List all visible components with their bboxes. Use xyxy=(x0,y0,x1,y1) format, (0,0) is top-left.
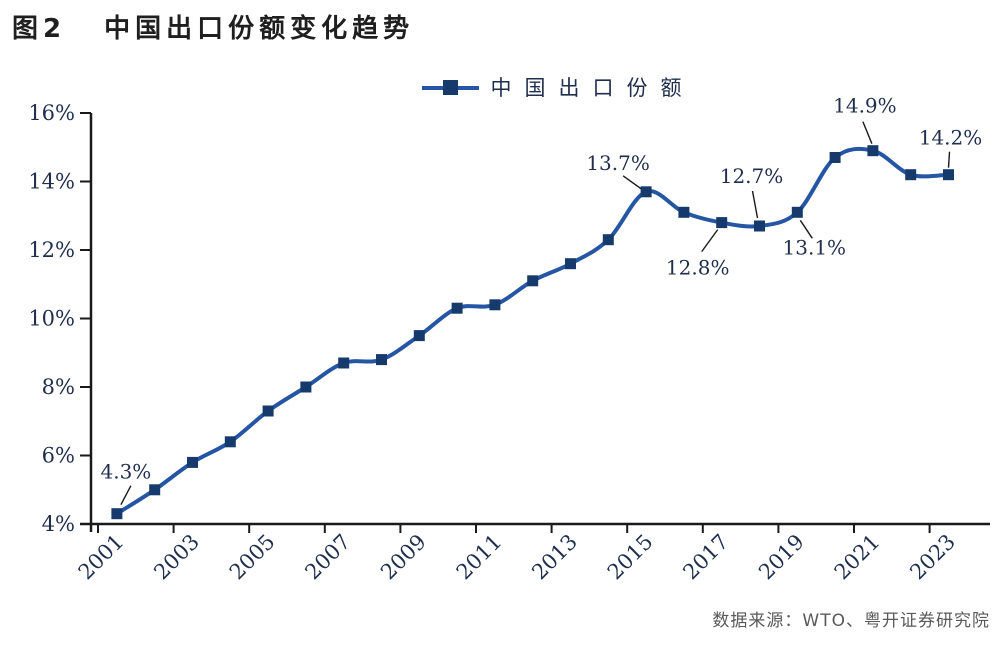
x-tick-label: 2007 xyxy=(300,530,355,585)
figure-name: 中国出口份额变化趋势 xyxy=(104,14,415,44)
x-tick-label: 2017 xyxy=(678,530,733,585)
annotation-label: 12.7% xyxy=(720,164,784,188)
data-point-marker xyxy=(149,484,161,496)
annotation-leader-line xyxy=(120,485,132,506)
data-point-marker xyxy=(111,508,123,520)
annotation-label: 4.3% xyxy=(100,460,151,484)
x-tick-label: 2011 xyxy=(452,530,507,585)
legend-label: 中国出口份额 xyxy=(490,76,695,100)
data-point-marker xyxy=(565,258,576,270)
data-point-marker xyxy=(678,206,690,218)
data-point-marker xyxy=(602,234,614,246)
data-point-marker xyxy=(300,381,312,393)
x-tick-label: 2005 xyxy=(225,530,280,585)
data-point-marker xyxy=(905,169,917,181)
x-tick-label: 2015 xyxy=(603,530,658,585)
data-point-marker xyxy=(262,405,274,417)
y-tick-label: 8% xyxy=(42,375,75,399)
annotation-label: 14.9% xyxy=(833,94,897,118)
annotation-label: 14.2% xyxy=(919,126,983,150)
data-point-marker xyxy=(413,330,425,342)
x-tick-label: 2003 xyxy=(149,530,204,585)
x-tick-label: 2023 xyxy=(905,530,960,585)
data-point-marker xyxy=(943,169,954,181)
data-point-marker xyxy=(716,217,728,229)
y-tick-label: 6% xyxy=(42,444,75,468)
data-point-marker xyxy=(640,186,652,198)
x-tick-label: 2019 xyxy=(754,530,809,585)
x-tick-label: 2009 xyxy=(376,530,431,585)
annotation-label: 13.7% xyxy=(586,151,650,175)
data-point-marker xyxy=(527,275,539,287)
annotation-label: 12.8% xyxy=(666,256,730,280)
data-point-marker xyxy=(224,436,236,448)
annotation-label: 13.1% xyxy=(783,235,847,259)
x-tick-label: 2021 xyxy=(830,530,885,585)
data-source: 数据来源：WTO、粤开证券研究院 xyxy=(712,611,990,631)
data-point-marker xyxy=(338,357,350,369)
figure-title: 图2 中国出口份额变化趋势 xyxy=(12,8,414,45)
data-point-marker xyxy=(489,299,501,311)
legend-line-marker-icon xyxy=(421,79,479,95)
chart-legend: 中国出口份额 xyxy=(58,72,1000,102)
data-point-marker xyxy=(187,456,198,468)
x-tick-label: 2001 xyxy=(74,530,129,585)
x-tick-label: 2013 xyxy=(527,530,582,585)
annotation-leader-line xyxy=(862,121,873,144)
y-tick-label: 16% xyxy=(28,101,75,125)
data-point-marker xyxy=(867,145,879,157)
legend-square-icon xyxy=(442,79,458,95)
y-tick-label: 4% xyxy=(42,512,75,536)
data-point-marker xyxy=(829,152,841,163)
annotation-leader-line xyxy=(701,229,719,253)
data-point-marker xyxy=(791,206,803,218)
data-point-marker xyxy=(376,354,387,366)
y-tick-label: 14% xyxy=(28,170,75,194)
y-tick-label: 10% xyxy=(28,307,75,331)
data-point-marker xyxy=(451,302,463,314)
series-line xyxy=(114,146,951,516)
figure-label: 图2 xyxy=(12,14,67,44)
data-point-marker xyxy=(754,220,765,232)
annotation-leader-line xyxy=(799,219,813,239)
annotation-leader-line xyxy=(947,151,951,168)
annotation-leader-line xyxy=(622,175,642,190)
annotation-leader-line xyxy=(751,190,759,219)
y-tick-label: 12% xyxy=(28,238,75,262)
